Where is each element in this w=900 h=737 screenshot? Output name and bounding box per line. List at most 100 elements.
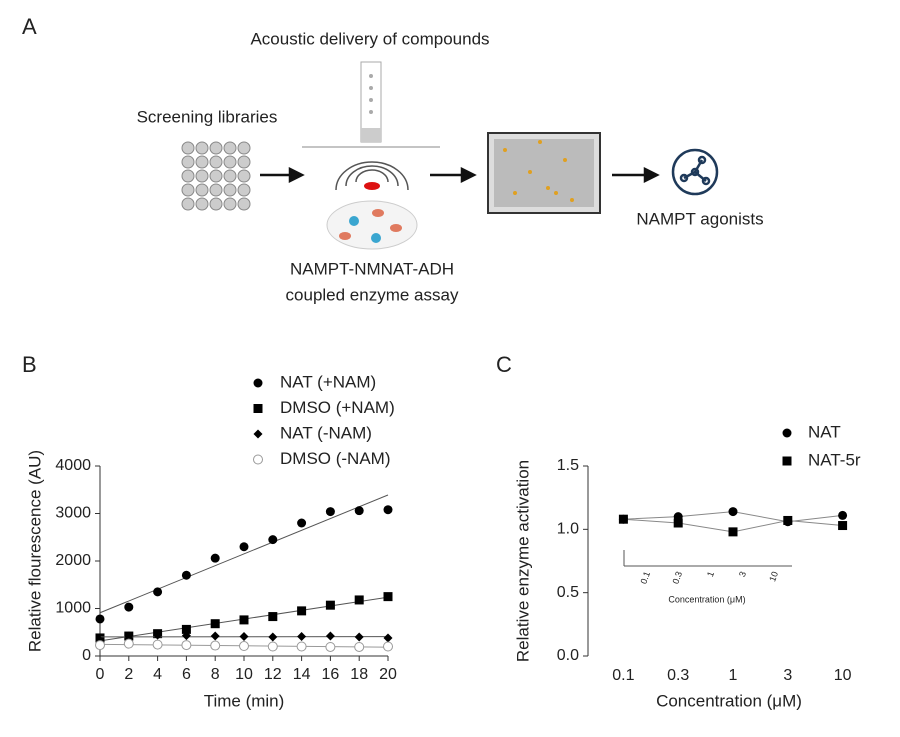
marker xyxy=(254,455,263,464)
well xyxy=(182,184,194,196)
marker xyxy=(297,642,306,651)
marker xyxy=(729,507,738,516)
panel-label: C xyxy=(496,352,512,377)
label: coupled enzyme assay xyxy=(286,285,459,304)
marker xyxy=(384,592,393,601)
marker xyxy=(240,542,249,551)
marker xyxy=(297,519,306,528)
x-tick-label: 0.3 xyxy=(667,667,689,684)
marker xyxy=(254,404,263,413)
marker xyxy=(326,601,335,610)
marker xyxy=(211,554,220,563)
well xyxy=(238,184,250,196)
inset-tick-label: 0.3 xyxy=(670,570,684,585)
well xyxy=(210,142,222,154)
x-tick-label: 4 xyxy=(153,666,162,683)
panel-label: B xyxy=(22,352,37,377)
marker xyxy=(326,642,335,651)
x-tick-label: 20 xyxy=(379,666,397,683)
marker xyxy=(838,521,847,530)
well xyxy=(210,156,222,168)
well xyxy=(196,156,208,168)
well xyxy=(196,198,208,210)
marker xyxy=(96,614,105,623)
label: NAMPT-NMNAT-ADH xyxy=(290,259,454,278)
y-tick-label: 1.0 xyxy=(557,521,579,538)
marker xyxy=(124,639,133,648)
marker xyxy=(268,612,277,621)
x-tick-label: 0 xyxy=(96,666,105,683)
marker xyxy=(211,632,220,641)
well xyxy=(224,156,236,168)
marker xyxy=(297,632,306,641)
x-tick-label: 6 xyxy=(182,666,191,683)
marker xyxy=(240,632,249,641)
marker xyxy=(211,619,220,628)
marker xyxy=(268,642,277,651)
marker xyxy=(240,615,249,624)
marker xyxy=(268,535,277,544)
inset-tick-label: 0.1 xyxy=(638,570,652,585)
marker xyxy=(384,642,393,651)
marker xyxy=(729,527,738,536)
library-plate xyxy=(182,142,250,210)
well xyxy=(238,142,250,154)
well xyxy=(210,184,222,196)
y-tick-label: 0.5 xyxy=(557,584,579,601)
x-tick-label: 12 xyxy=(264,666,282,683)
marker xyxy=(96,641,105,650)
marker xyxy=(240,642,249,651)
x-axis-label: Concentration (μM) xyxy=(656,691,802,710)
well xyxy=(224,170,236,182)
inset-tick-label: 10 xyxy=(767,570,780,583)
well xyxy=(238,156,250,168)
legend-label: NAT (-NAM) xyxy=(280,423,372,442)
marker xyxy=(355,633,364,642)
x-tick-label: 0.1 xyxy=(612,667,634,684)
schematic: Acoustic delivery of compounds Screening… xyxy=(137,29,764,304)
well xyxy=(196,142,208,154)
x-tick-label: 18 xyxy=(350,666,368,683)
x-tick-label: 14 xyxy=(293,666,311,683)
marker xyxy=(268,633,277,642)
agonist-icon xyxy=(673,150,717,194)
y-tick-label: 1.5 xyxy=(557,457,579,474)
well xyxy=(224,184,236,196)
marker xyxy=(674,519,683,528)
marker xyxy=(153,640,162,649)
marker xyxy=(182,641,191,650)
label: Acoustic delivery of compounds xyxy=(250,29,489,48)
well xyxy=(182,142,194,154)
marker xyxy=(326,632,335,641)
y-axis-label: Relative enzyme activation xyxy=(513,460,532,662)
well xyxy=(182,170,194,182)
legend-label: NAT-5r xyxy=(808,450,861,469)
marker xyxy=(182,571,191,580)
drop xyxy=(364,182,380,190)
marker xyxy=(297,606,306,615)
marker xyxy=(355,506,364,515)
marker xyxy=(211,641,220,650)
well xyxy=(196,170,208,182)
assay-dish xyxy=(327,201,417,249)
marker xyxy=(153,587,162,596)
marker xyxy=(838,511,847,520)
x-tick-label: 2 xyxy=(124,666,133,683)
marker xyxy=(254,430,263,439)
well xyxy=(210,170,222,182)
marker xyxy=(783,429,792,438)
x-tick-label: 10 xyxy=(834,667,852,684)
marker xyxy=(326,507,335,516)
plate-wells xyxy=(494,139,594,207)
well xyxy=(196,184,208,196)
y-axis-label: Relative flourescence (AU) xyxy=(25,450,44,652)
well xyxy=(182,156,194,168)
marker xyxy=(384,505,393,514)
marker xyxy=(783,457,792,466)
well xyxy=(238,198,250,210)
marker xyxy=(619,515,628,524)
x-axis-label: Time (min) xyxy=(204,691,285,710)
well xyxy=(238,170,250,182)
y-tick-label: 2000 xyxy=(55,552,91,569)
